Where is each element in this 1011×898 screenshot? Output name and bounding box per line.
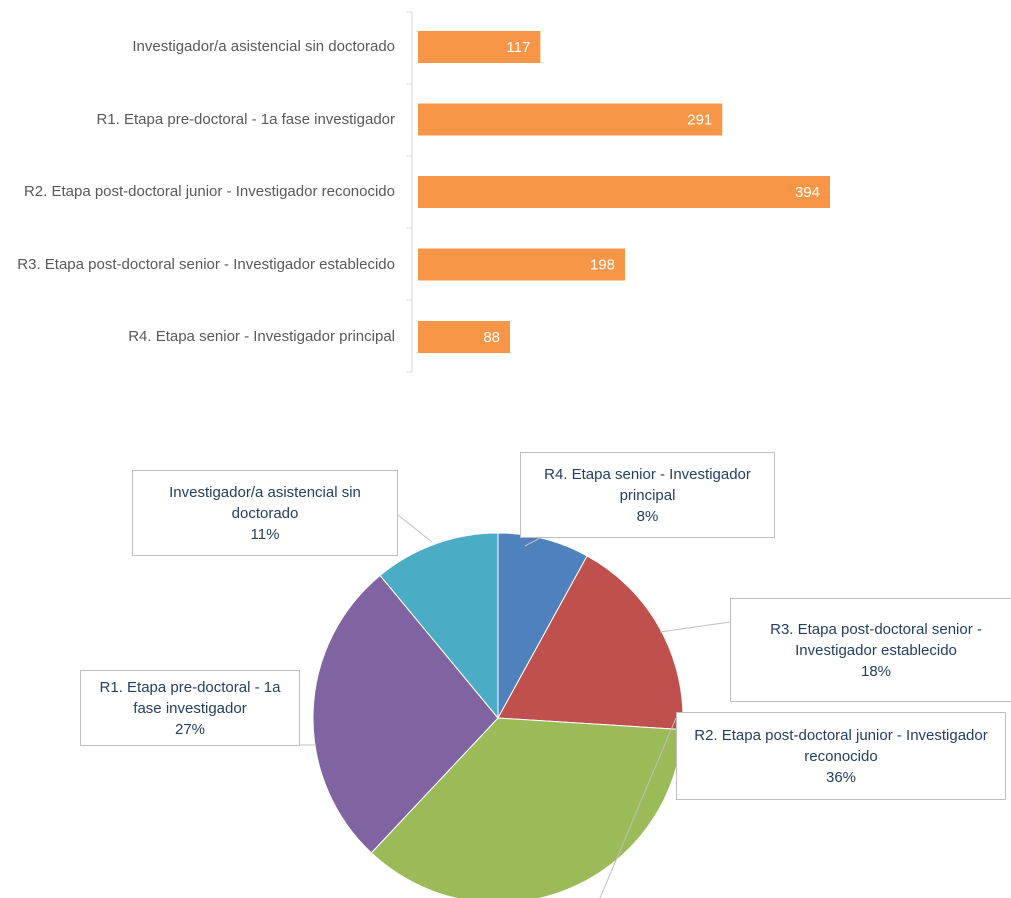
pie-slice — [497, 555, 684, 731]
bar — [418, 31, 541, 63]
bar — [418, 321, 511, 353]
callout-value: 36% — [825, 768, 857, 786]
callout: R4. Etapa senior - Investigador principa… — [520, 452, 775, 538]
category-label: R3. Etapa post-doctoral senior - Investi… — [17, 255, 395, 273]
bar — [418, 103, 723, 136]
leader-line — [524, 537, 541, 547]
callout-category: Investigador/a asistencial sin doctorado — [169, 483, 361, 522]
bar — [418, 248, 626, 281]
callout-category: R3. Etapa post-doctoral senior - Investi… — [770, 620, 982, 659]
category-label: R4. Etapa senior - Investigador principa… — [128, 328, 395, 345]
leader-line — [397, 514, 433, 543]
callout-category: R2. Etapa post-doctoral junior - Investi… — [694, 726, 988, 765]
bar — [418, 176, 830, 208]
callout: R2. Etapa post-doctoral junior - Investi… — [676, 712, 1006, 800]
pie-slice — [497, 532, 588, 719]
callout-value: 11% — [250, 525, 280, 543]
pie-slice — [379, 532, 499, 720]
category-label: R2. Etapa post-doctoral junior - Investi… — [23, 183, 395, 200]
pie-slice — [312, 574, 499, 854]
callout-value: 18% — [860, 662, 892, 680]
category-label: R1. Etapa pre-doctoral - 1a fase investi… — [96, 110, 396, 128]
value-label: 88 — [483, 329, 500, 346]
callout-value: 27% — [174, 720, 206, 738]
pie-slice — [370, 717, 684, 898]
value-label: 394 — [795, 184, 820, 201]
category-label: Investigador/a asistencial sin doctorado — [132, 38, 395, 55]
callout-category: R1. Etapa pre-doctoral - 1a fase investi… — [99, 678, 281, 717]
value-label: 198 — [590, 256, 615, 273]
callout-value: 8% — [636, 507, 659, 525]
callout: R1. Etapa pre-doctoral - 1a fase investi… — [80, 670, 300, 746]
value-label: 291 — [687, 111, 712, 128]
leader-line — [659, 621, 731, 633]
leader-line — [599, 717, 677, 898]
callout: R3. Etapa post-doctoral senior - Investi… — [730, 598, 1011, 702]
callout-category: R4. Etapa senior - Investigador principa… — [544, 465, 751, 504]
value-label: 117 — [506, 39, 530, 56]
callout: Investigador/a asistencial sin doctorado… — [132, 470, 398, 556]
